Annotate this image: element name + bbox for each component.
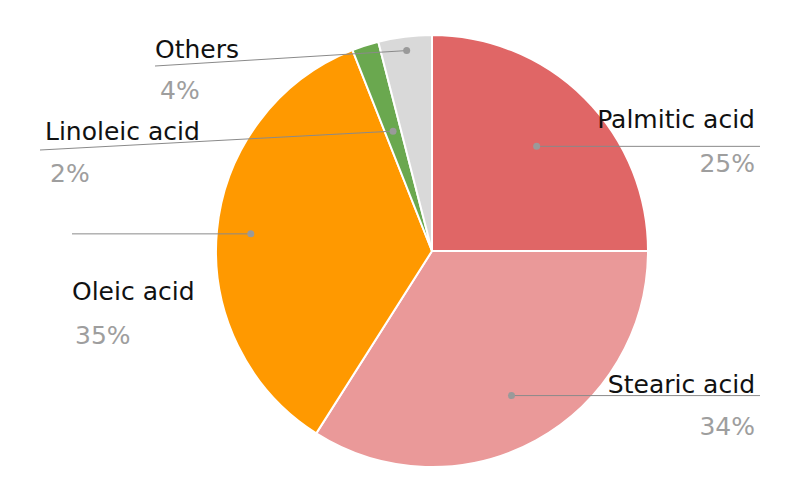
svg-text:25%: 25%	[699, 149, 755, 178]
svg-text:Oleic acid: Oleic acid	[72, 277, 195, 306]
svg-text:Others: Others	[155, 35, 239, 64]
svg-text:34%: 34%	[699, 412, 755, 441]
svg-text:4%: 4%	[160, 76, 200, 105]
svg-text:35%: 35%	[75, 321, 131, 350]
svg-text:Linoleic acid: Linoleic acid	[45, 117, 200, 146]
svg-text:Stearic acid: Stearic acid	[608, 370, 755, 399]
svg-text:2%: 2%	[50, 159, 90, 188]
svg-text:Palmitic acid: Palmitic acid	[597, 105, 755, 134]
